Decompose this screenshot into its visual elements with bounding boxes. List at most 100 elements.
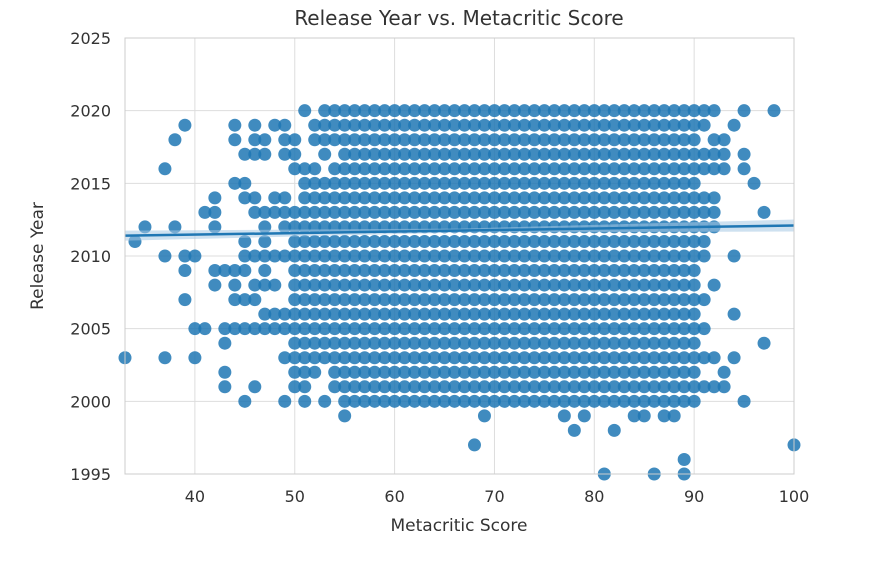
data-point (408, 234, 422, 248)
data-point (597, 365, 611, 379)
data-point (318, 278, 332, 292)
data-point (467, 162, 481, 176)
data-point (298, 234, 312, 248)
data-point (487, 322, 501, 336)
data-point (428, 336, 442, 350)
data-point (288, 293, 302, 307)
data-point (477, 191, 491, 205)
data-point (288, 322, 302, 336)
data-point (368, 307, 382, 321)
data-point (398, 394, 412, 408)
data-point (388, 147, 402, 161)
data-point (278, 205, 292, 219)
data-point (677, 351, 691, 365)
data-point (378, 307, 392, 321)
data-point (517, 365, 531, 379)
data-point (567, 234, 581, 248)
data-point (547, 104, 561, 118)
data-point (587, 278, 601, 292)
data-point (378, 278, 392, 292)
data-point (477, 118, 491, 132)
data-point (677, 307, 691, 321)
data-point (557, 133, 571, 147)
data-point (408, 278, 422, 292)
data-point (517, 147, 531, 161)
data-point (477, 278, 491, 292)
data-point (238, 264, 252, 278)
data-point (338, 205, 352, 219)
data-point (328, 104, 342, 118)
data-point (557, 322, 571, 336)
data-point (527, 205, 541, 219)
data-point (318, 336, 332, 350)
data-point (677, 118, 691, 132)
data-point (717, 147, 731, 161)
data-point (737, 147, 751, 161)
data-point (328, 322, 342, 336)
data-point (388, 365, 402, 379)
data-point (647, 147, 661, 161)
data-point (358, 264, 372, 278)
data-point (328, 264, 342, 278)
data-point (467, 351, 481, 365)
data-point (368, 234, 382, 248)
data-point (697, 118, 711, 132)
data-point (557, 104, 571, 118)
data-point (677, 380, 691, 394)
data-point (497, 394, 511, 408)
data-point (507, 293, 521, 307)
data-point (697, 293, 711, 307)
data-point (358, 394, 372, 408)
data-point (487, 104, 501, 118)
data-point (348, 336, 362, 350)
x-tick-label: 90 (684, 487, 704, 506)
data-point (318, 293, 332, 307)
data-point (577, 234, 591, 248)
data-point (218, 322, 232, 336)
data-point (657, 307, 671, 321)
data-point (767, 104, 781, 118)
data-point (368, 322, 382, 336)
data-point (537, 351, 551, 365)
data-point (567, 118, 581, 132)
data-point (448, 380, 462, 394)
data-point (677, 394, 691, 408)
data-point (318, 205, 332, 219)
data-point (428, 162, 442, 176)
data-point (647, 118, 661, 132)
data-point (248, 322, 262, 336)
data-point (547, 176, 561, 190)
data-point (288, 351, 302, 365)
data-point (457, 307, 471, 321)
data-point (507, 394, 521, 408)
data-point (388, 351, 402, 365)
y-tick-label: 2000 (70, 392, 111, 411)
data-point (607, 394, 621, 408)
data-point (388, 380, 402, 394)
data-point (597, 176, 611, 190)
data-point (288, 264, 302, 278)
data-point (617, 234, 631, 248)
data-point (318, 394, 332, 408)
data-point (527, 191, 541, 205)
data-point (737, 394, 751, 408)
data-point (667, 249, 681, 263)
data-point (507, 322, 521, 336)
data-point (238, 147, 252, 161)
data-point (368, 162, 382, 176)
data-point (517, 394, 531, 408)
data-point (178, 118, 192, 132)
data-point (497, 307, 511, 321)
data-point (667, 176, 681, 190)
data-point (747, 176, 761, 190)
data-point (248, 293, 262, 307)
data-point (617, 249, 631, 263)
data-point (637, 176, 651, 190)
data-point (657, 365, 671, 379)
data-point (467, 293, 481, 307)
data-point (348, 394, 362, 408)
data-point (717, 365, 731, 379)
data-point (607, 307, 621, 321)
data-point (398, 104, 412, 118)
